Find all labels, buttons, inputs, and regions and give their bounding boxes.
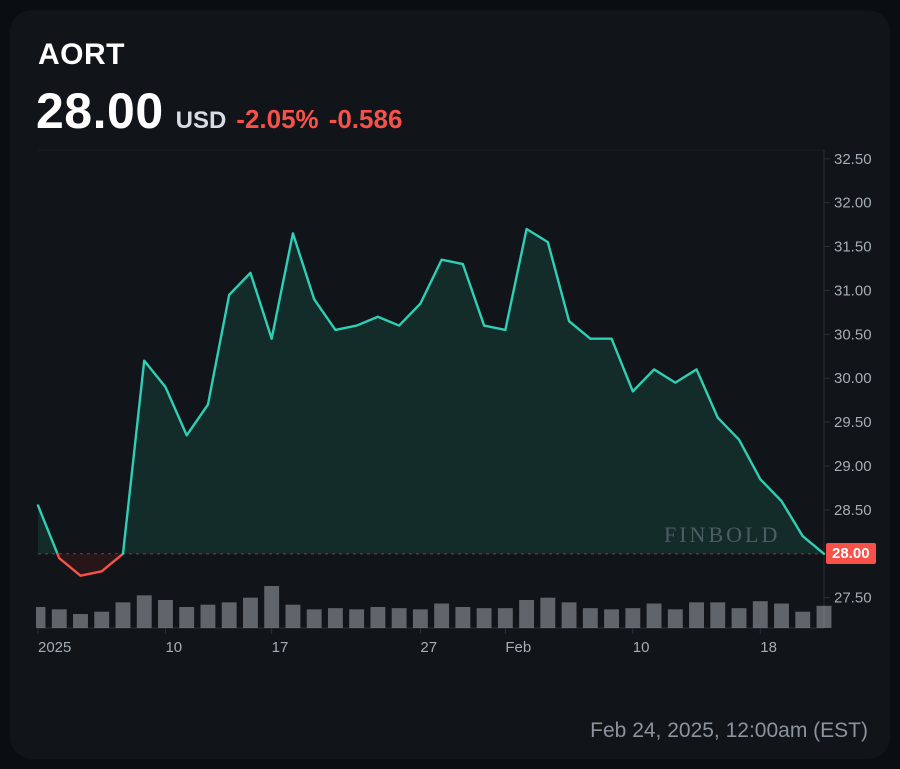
svg-text:32.50: 32.50 (834, 151, 872, 168)
svg-text:30.00: 30.00 (834, 370, 872, 387)
svg-text:30.50: 30.50 (834, 326, 872, 343)
price-chart-card: AORT 28.00 USD -2.05% -0.586 27.5028.002… (10, 10, 890, 759)
svg-text:32.00: 32.00 (834, 195, 872, 212)
svg-text:29.50: 29.50 (834, 414, 872, 431)
current-price-flag: 28.00 (826, 543, 876, 564)
svg-text:27.50: 27.50 (834, 590, 872, 607)
svg-text:17: 17 (272, 639, 289, 656)
svg-text:31.00: 31.00 (834, 282, 872, 299)
svg-text:18: 18 (760, 639, 777, 656)
svg-text:31.50: 31.50 (834, 239, 872, 256)
price-summary-row: 28.00 USD -2.05% -0.586 (36, 82, 884, 140)
svg-text:28.50: 28.50 (834, 502, 872, 519)
svg-text:29.00: 29.00 (834, 458, 872, 475)
price-chart[interactable]: 27.50 28.00 28.50 29.00 29.50 30.00 30.50 31.00… (36, 146, 882, 706)
svg-text:10: 10 (633, 639, 650, 656)
svg-text:Feb: Feb (505, 639, 531, 656)
change-absolute: -0.586 (329, 104, 403, 135)
watermark-text: FINBOLD (664, 522, 780, 548)
ticker-symbol: AORT (38, 38, 884, 72)
svg-text:10: 10 (165, 639, 182, 656)
chart-canvas: 27.50 28.00 28.50 29.00 29.50 30.00 30.50 31.00… (36, 146, 882, 706)
currency-label: USD (176, 107, 227, 135)
last-price: 28.00 (36, 82, 164, 140)
change-percent: -2.05% (236, 104, 318, 135)
svg-text:2025: 2025 (38, 639, 71, 656)
timestamp-label: Feb 24, 2025, 12:00am (EST) (590, 719, 868, 743)
svg-text:27: 27 (420, 639, 437, 656)
